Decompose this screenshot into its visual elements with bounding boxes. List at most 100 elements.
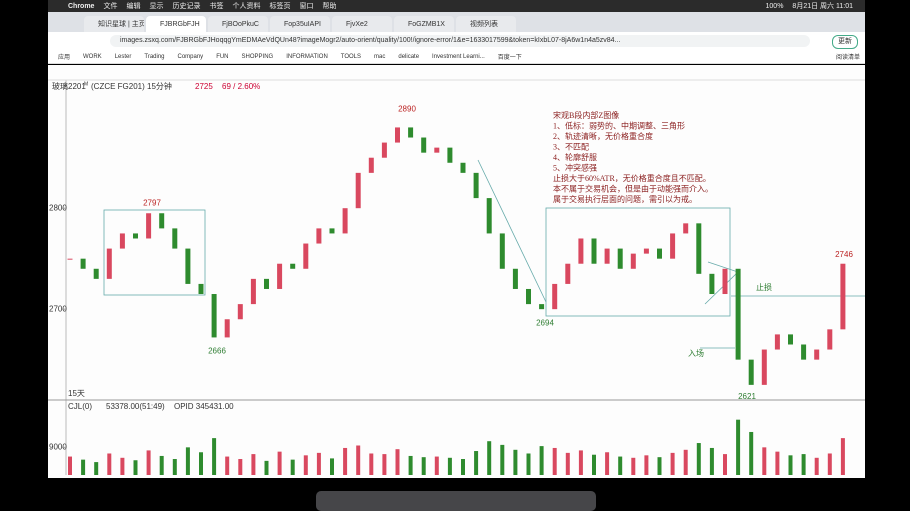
candle bbox=[146, 213, 152, 239]
candle bbox=[368, 157, 374, 173]
bookmark[interactable]: mac bbox=[374, 53, 386, 60]
bookmark[interactable]: 应用 bbox=[58, 55, 71, 61]
candle bbox=[355, 172, 361, 209]
note-line: 止损大于60%ATR，无价格重合度且不匹配。 bbox=[553, 173, 711, 183]
candle bbox=[748, 359, 754, 385]
volume-bar bbox=[199, 452, 203, 475]
candle bbox=[381, 142, 387, 158]
menu-item[interactable]: 标签页 bbox=[269, 3, 291, 10]
candle bbox=[434, 147, 440, 153]
menu-item[interactable]: 个人资料 bbox=[232, 3, 261, 10]
volume-bar bbox=[749, 431, 754, 475]
note-line: 5、冲突感强 bbox=[553, 162, 597, 172]
volume-bar bbox=[513, 449, 518, 475]
tab[interactable]: FjvXe2 bbox=[332, 16, 392, 32]
volume-bar bbox=[500, 444, 505, 475]
note-line: 3、不匹配 bbox=[553, 142, 589, 151]
update-button[interactable]: 更新 bbox=[832, 35, 858, 49]
change: 69 / 2.60% bbox=[222, 82, 260, 91]
candle bbox=[486, 198, 492, 234]
menu-item[interactable]: 编辑 bbox=[126, 3, 141, 10]
volume-bar bbox=[251, 454, 256, 475]
menu-item[interactable]: 文件 bbox=[103, 3, 118, 10]
tab[interactable]: FJBRGbFJH bbox=[146, 16, 206, 32]
volume-bar bbox=[316, 452, 321, 475]
candle bbox=[67, 258, 73, 260]
menu-item[interactable]: 书签 bbox=[209, 3, 224, 10]
volume-bar bbox=[369, 453, 374, 475]
address-bar[interactable]: images.zsxq.com/FJBRGbFJHoqqgYmEDMAeVdQU… bbox=[110, 35, 810, 47]
menu-items: 文件 编辑 显示 历史记录 书签 个人资料 标签页 窗口 帮助 bbox=[103, 1, 336, 11]
tab[interactable]: FoGZMB1X bbox=[394, 16, 454, 32]
bookmark[interactable]: Company bbox=[177, 53, 204, 60]
menu-item[interactable]: 窗口 bbox=[299, 3, 314, 10]
price-label: 2694 bbox=[536, 318, 554, 327]
tab[interactable]: 视频列表 bbox=[456, 16, 516, 32]
bookmark[interactable]: delicate bbox=[398, 53, 420, 60]
volume-bar bbox=[814, 457, 819, 475]
note-line: 宋观B段内部Z图像 bbox=[553, 110, 619, 120]
candle bbox=[657, 248, 662, 259]
candle bbox=[237, 304, 243, 320]
bookmark[interactable]: WORK bbox=[83, 53, 102, 60]
bookmark[interactable]: 百度一下 bbox=[497, 55, 522, 61]
candle bbox=[329, 228, 335, 234]
note-line: 本不属于交易机会，但是由于动能强而介入。 bbox=[553, 183, 713, 193]
reading-list[interactable]: 阅读清单 bbox=[835, 55, 860, 61]
code: (CZCE FG201) bbox=[91, 82, 145, 91]
menu-item[interactable]: 显示 bbox=[149, 3, 164, 10]
price-label: 2797 bbox=[143, 198, 161, 207]
candle bbox=[604, 248, 610, 264]
entry-label: 入场 bbox=[688, 349, 704, 358]
menu-bar: Chrome 文件 编辑 显示 历史记录 书签 个人资料 标签页 窗口 帮助 100% 8月21… bbox=[48, 0, 865, 12]
symbol-sup: M bbox=[84, 81, 88, 87]
volume-bar bbox=[382, 454, 387, 475]
bookmark[interactable]: Investment Learni... bbox=[432, 53, 485, 60]
open-interest: OPID 345431.00 bbox=[174, 402, 234, 411]
tab[interactable]: 知识星球 | 主页 bbox=[84, 16, 144, 32]
dock bbox=[316, 491, 596, 511]
candle bbox=[172, 228, 178, 249]
note-line: 1、低标：弱势的、中期调整、三角形 bbox=[553, 120, 685, 130]
candle bbox=[473, 172, 479, 199]
page-content bbox=[48, 65, 865, 478]
bookmark[interactable]: Trading bbox=[144, 53, 165, 60]
volume-bar bbox=[185, 447, 190, 475]
volume-bar bbox=[631, 457, 636, 475]
tab[interactable]: FjBOoPkuC bbox=[208, 16, 268, 32]
span-label: 15天 bbox=[68, 389, 85, 398]
candle bbox=[761, 349, 767, 385]
bookmarks-bar: 应用 WORK Lester Trading Company FUN SHOPPING INF… bbox=[48, 50, 865, 64]
bookmark[interactable]: TOOLS bbox=[340, 53, 362, 60]
volume-bar bbox=[605, 452, 610, 475]
volume-bar bbox=[788, 455, 793, 475]
bookmark[interactable]: Lester bbox=[114, 53, 132, 60]
menu-item[interactable]: 历史记录 bbox=[172, 3, 201, 10]
candle bbox=[198, 283, 204, 295]
volume-bar bbox=[146, 450, 151, 475]
volume-bar bbox=[487, 441, 492, 475]
candle bbox=[93, 268, 99, 279]
bookmark[interactable]: SHOPPING bbox=[241, 53, 274, 60]
range-box bbox=[545, 207, 731, 317]
candle bbox=[617, 248, 623, 269]
app-name: Chrome bbox=[68, 2, 95, 10]
candle bbox=[119, 233, 125, 249]
candle bbox=[277, 263, 283, 289]
tab[interactable]: Fop35uIAPI bbox=[270, 16, 330, 32]
candle bbox=[630, 253, 636, 269]
y-tick-label: 2700 bbox=[49, 304, 67, 313]
tab-strip: 知识星球 | 主页 FJBRGbFJH FjBOoPkuC Fop35uIAPI Fjv… bbox=[48, 12, 865, 32]
menu-item[interactable]: 帮助 bbox=[322, 3, 337, 10]
price-label: 2621 bbox=[738, 392, 756, 401]
trend-line bbox=[477, 159, 547, 303]
price-label: 2890 bbox=[398, 104, 416, 113]
candle bbox=[801, 344, 807, 360]
candle bbox=[578, 238, 584, 264]
bookmark[interactable]: FUN bbox=[216, 53, 229, 60]
candle bbox=[303, 243, 309, 269]
candle bbox=[735, 268, 741, 360]
bookmark[interactable]: INFORMATION bbox=[286, 53, 328, 60]
candle bbox=[342, 208, 348, 234]
candle bbox=[774, 334, 780, 350]
